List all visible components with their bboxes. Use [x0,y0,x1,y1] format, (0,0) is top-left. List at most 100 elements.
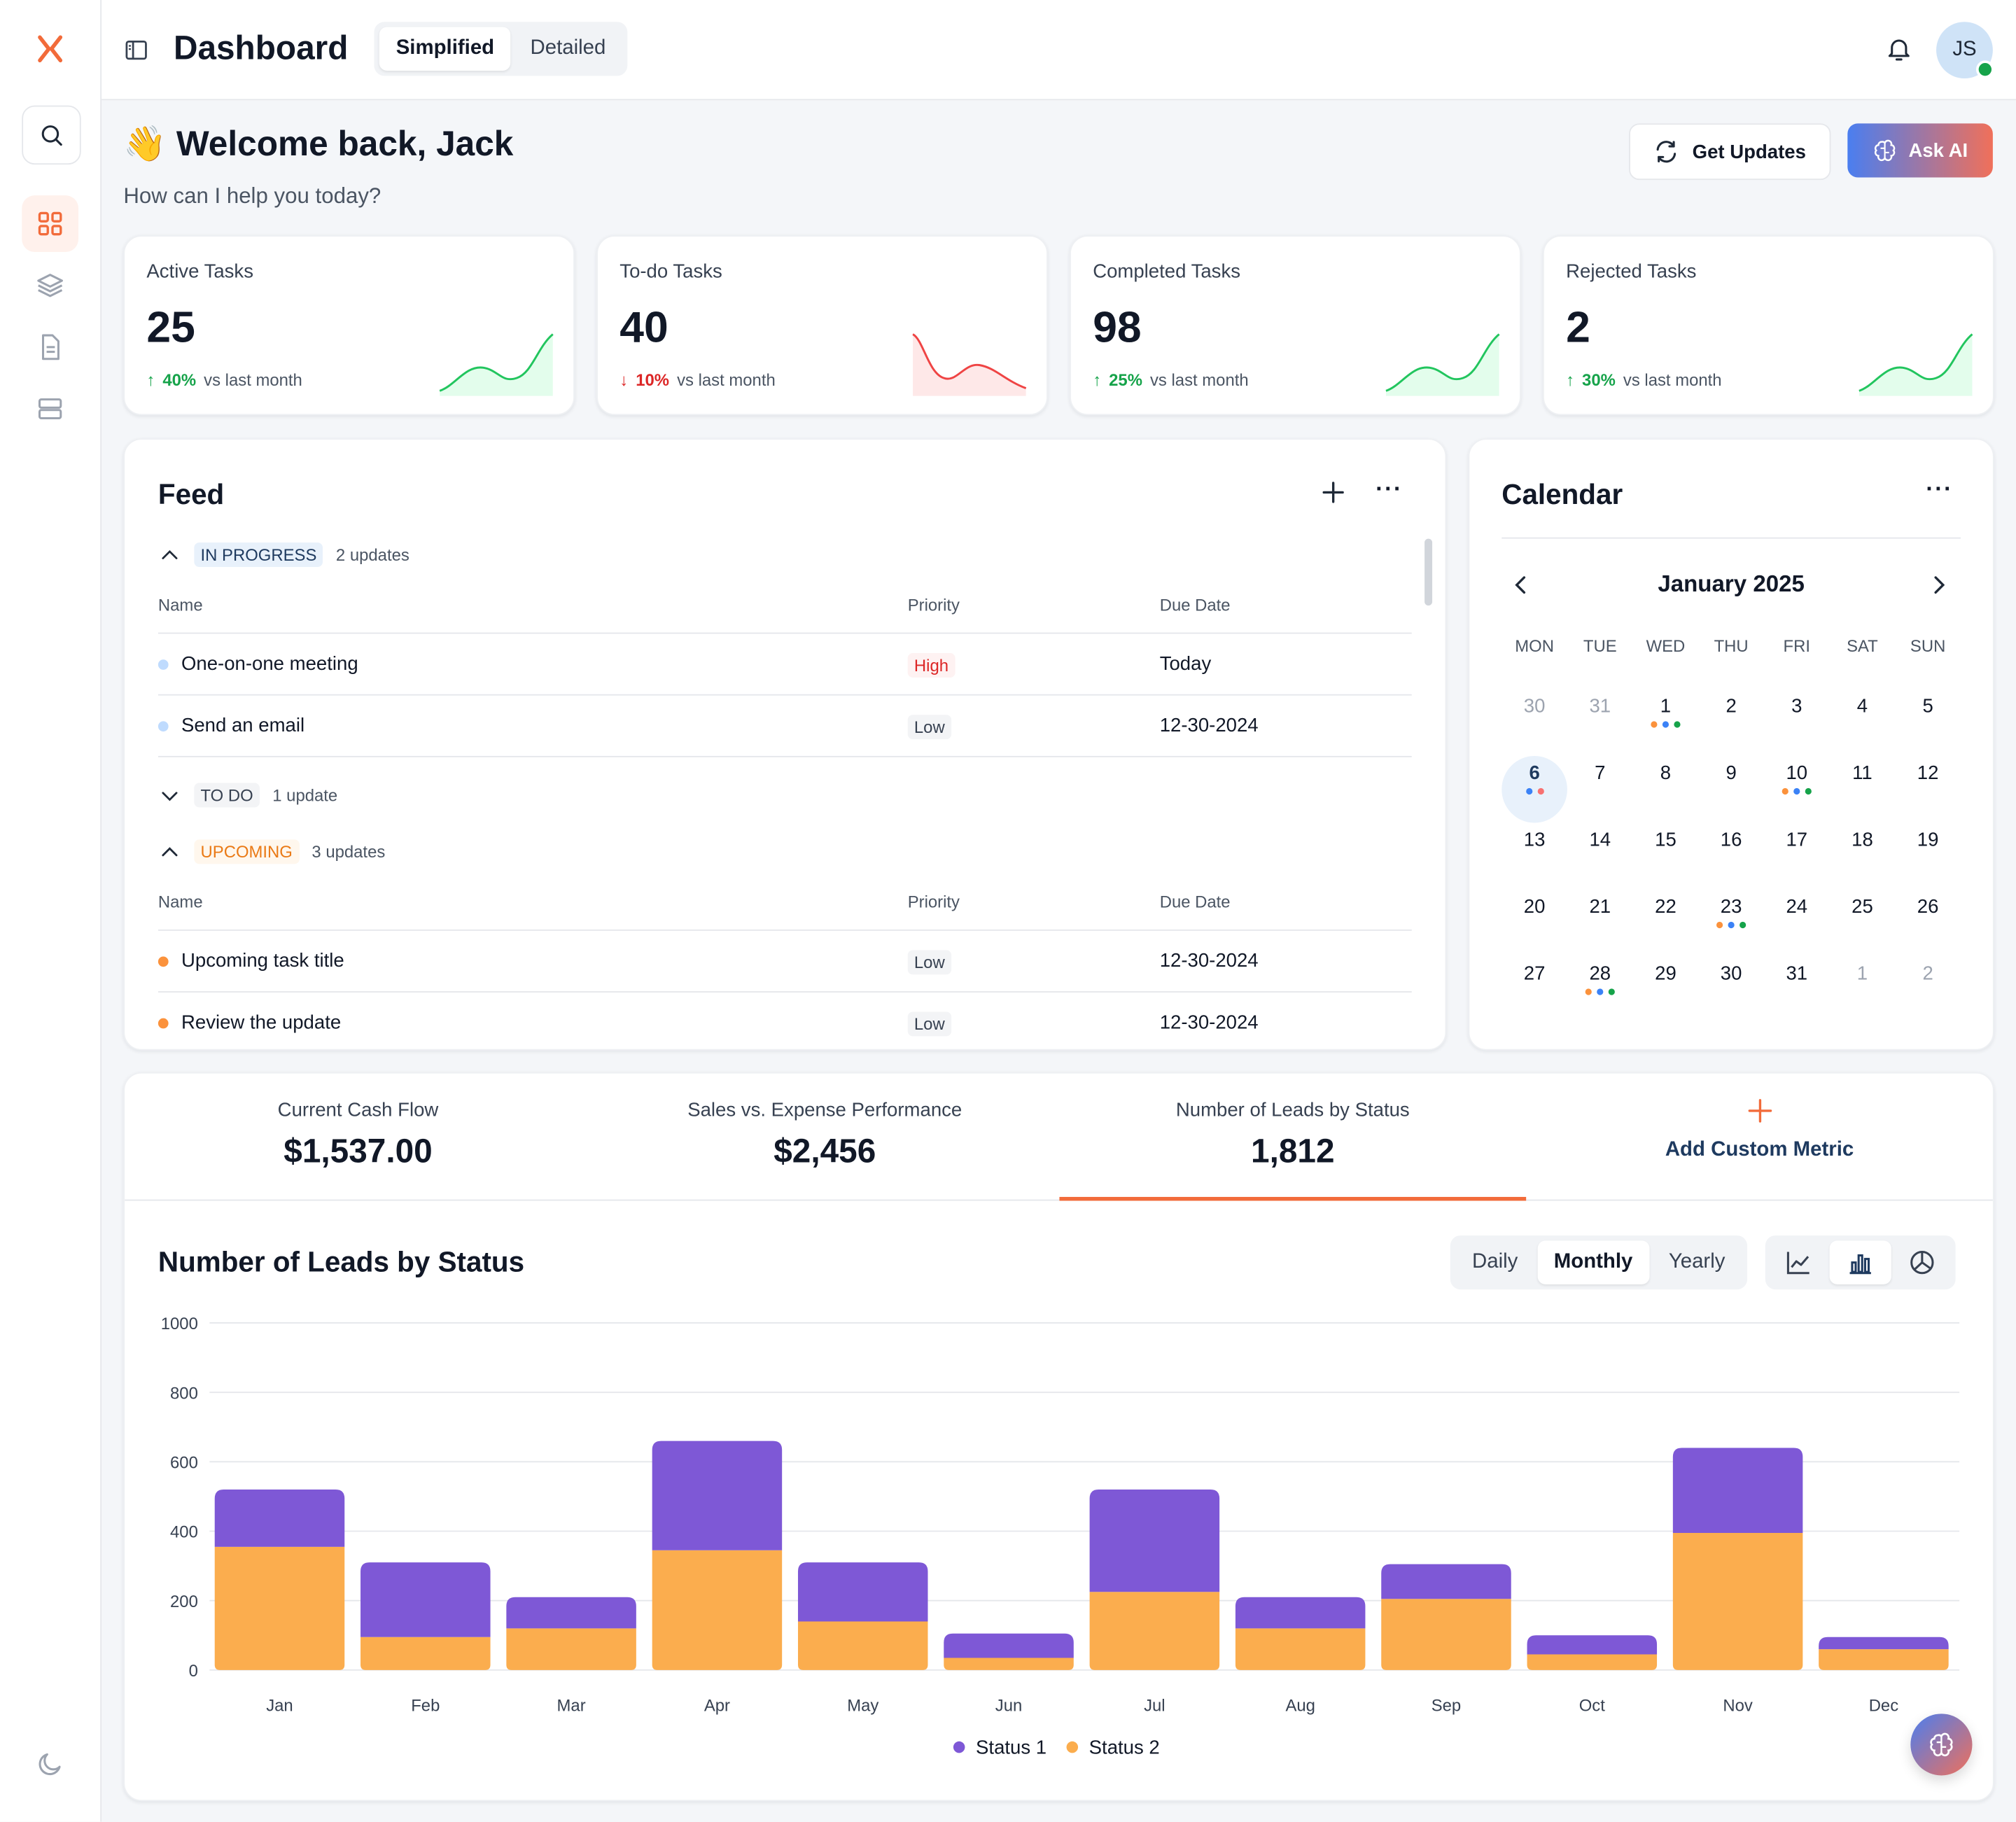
get-updates-button[interactable]: Get Updates [1629,123,1831,181]
calendar-day[interactable]: 8 [1633,756,1699,823]
column-header-due: Due Date [1159,892,1231,912]
calendar-day[interactable]: 19 [1895,822,1961,890]
weekday-label: TUE [1583,636,1617,656]
dark-mode-toggle[interactable] [22,1736,78,1793]
calendar-day[interactable]: 14 [1567,822,1633,890]
scrollbar[interactable] [1424,538,1433,606]
event-dot [1608,988,1615,995]
period-yearly[interactable]: Yearly [1668,1251,1726,1273]
period-monthly[interactable]: Monthly [1536,1240,1650,1284]
day-number: 7 [1595,762,1606,785]
table-row[interactable]: Upcoming task title [158,950,344,972]
bar-chart-button[interactable] [1829,1240,1891,1284]
calendar-day[interactable]: 24 [1764,890,1830,957]
add-custom-metric-button[interactable]: Add Custom Metric [1526,1074,1993,1203]
bar-segment-status-2 [944,1658,1074,1670]
ask-ai-button[interactable]: Ask AI [1847,123,1993,178]
pie-chart-button[interactable] [1893,1240,1950,1284]
calendar-day[interactable]: 23 [1698,890,1764,957]
calendar-day[interactable]: 7 [1567,756,1633,823]
nav-documents[interactable] [22,319,78,376]
calendar-day[interactable]: 13 [1502,822,1567,890]
divider [158,632,1412,634]
table-row[interactable]: One-on-one meeting [158,653,358,675]
table-row[interactable]: Review the update [158,1011,341,1034]
calendar-day[interactable]: 22 [1633,890,1699,957]
sidebar-toggle-icon[interactable] [123,37,149,69]
nav-storage[interactable] [22,381,78,437]
calendar-day[interactable]: 2 [1895,957,1961,1024]
calendar-day[interactable]: 2 [1698,689,1764,756]
avatar[interactable]: JS [1936,22,1994,79]
group-in-progress[interactable]: IN PROGRESS 2 updates [158,542,410,567]
calendar-day[interactable]: 29 [1633,957,1699,1024]
calendar-day[interactable]: 9 [1698,756,1764,823]
welcome-heading: 👋 Welcome back, Jack [123,123,513,164]
sidebar [0,0,102,1822]
analytics-card: Current Cash Flow $1,537.00 Sales vs. Ex… [123,1072,1994,1802]
tab-simplified[interactable]: Simplified [379,27,512,71]
calendar-day[interactable]: 28 [1567,957,1633,1024]
status-dot [158,955,169,967]
group-to-do[interactable]: TO DO 1 update [158,783,337,808]
metric-value: 1,812 [1251,1131,1335,1170]
day-number: 13 [1523,829,1546,851]
bell-icon[interactable] [1885,35,1913,70]
calendar-day[interactable]: 30 [1698,957,1764,1024]
calendar-day[interactable]: 1 [1830,957,1896,1024]
calendar-day[interactable]: 27 [1502,957,1567,1024]
calendar-day[interactable]: 1 [1633,689,1699,756]
x-tick-label: Mar [557,1697,586,1716]
metric-leads[interactable]: Number of Leads by Status 1,812 [1059,1074,1526,1203]
day-number: 11 [1852,762,1872,785]
chevron-left-icon[interactable] [1508,572,1534,604]
calendar-day[interactable]: 15 [1633,822,1699,890]
calendar-day[interactable]: 20 [1502,890,1567,957]
bar-segment-status-2 [1381,1599,1511,1670]
table-row[interactable]: Send an email [158,715,304,736]
day-number: 1 [1856,962,1868,985]
metric-sales-expense[interactable]: Sales vs. Expense Performance $2,456 [592,1074,1058,1203]
calendar-day[interactable]: 16 [1698,822,1764,890]
priority-badge: Low [907,950,951,975]
calendar-day[interactable]: 5 [1895,689,1961,756]
nav-dashboard[interactable] [22,195,79,252]
calendar-day[interactable]: 30 [1502,689,1567,756]
line-chart-button[interactable] [1770,1240,1827,1284]
view-toggle: Simplified Detailed [374,22,628,76]
calendar-day[interactable]: 31 [1567,689,1633,756]
logo-icon[interactable] [35,34,66,64]
stat-title: Active Tasks [146,260,254,283]
arrow-down-icon: ↓ [620,370,629,390]
calendar-day[interactable]: 12 [1895,756,1961,823]
day-number: 23 [1720,896,1742,918]
chevron-right-icon[interactable] [1926,572,1952,604]
ai-assistant-fab[interactable] [1910,1714,1973,1776]
calendar-day[interactable]: 11 [1830,756,1896,823]
calendar-day[interactable]: 26 [1895,890,1961,957]
calendar-day-selected[interactable]: 6 [1502,755,1567,823]
bar-segment-status-2 [1089,1592,1220,1670]
divider [158,929,1412,931]
calendar-day[interactable]: 18 [1830,822,1896,890]
calendar-day[interactable]: 31 [1764,957,1830,1024]
more-options-icon[interactable]: ··· [1376,475,1403,502]
calendar-day[interactable]: 3 [1764,689,1830,756]
tab-detailed[interactable]: Detailed [530,37,606,59]
group-upcoming[interactable]: UPCOMING 3 updates [158,839,385,864]
event-dots [1698,921,1764,929]
calendar-day[interactable]: 25 [1830,890,1896,957]
nav-layers[interactable] [22,257,78,314]
metric-cash-flow[interactable]: Current Cash Flow $1,537.00 [125,1074,592,1203]
line-chart-icon [1786,1252,1809,1275]
plus-icon[interactable] [1319,478,1347,513]
calendar-day[interactable]: 17 [1764,822,1830,890]
more-options-icon[interactable]: ··· [1926,475,1953,502]
period-daily[interactable]: Daily [1472,1251,1518,1273]
search-button[interactable] [22,105,81,165]
calendar-day[interactable]: 4 [1830,689,1896,756]
calendar-day[interactable]: 10 [1764,756,1830,823]
metric-title: Sales vs. Expense Performance [687,1099,962,1121]
calendar-day[interactable]: 21 [1567,890,1633,957]
due-date: Today [1159,653,1212,675]
